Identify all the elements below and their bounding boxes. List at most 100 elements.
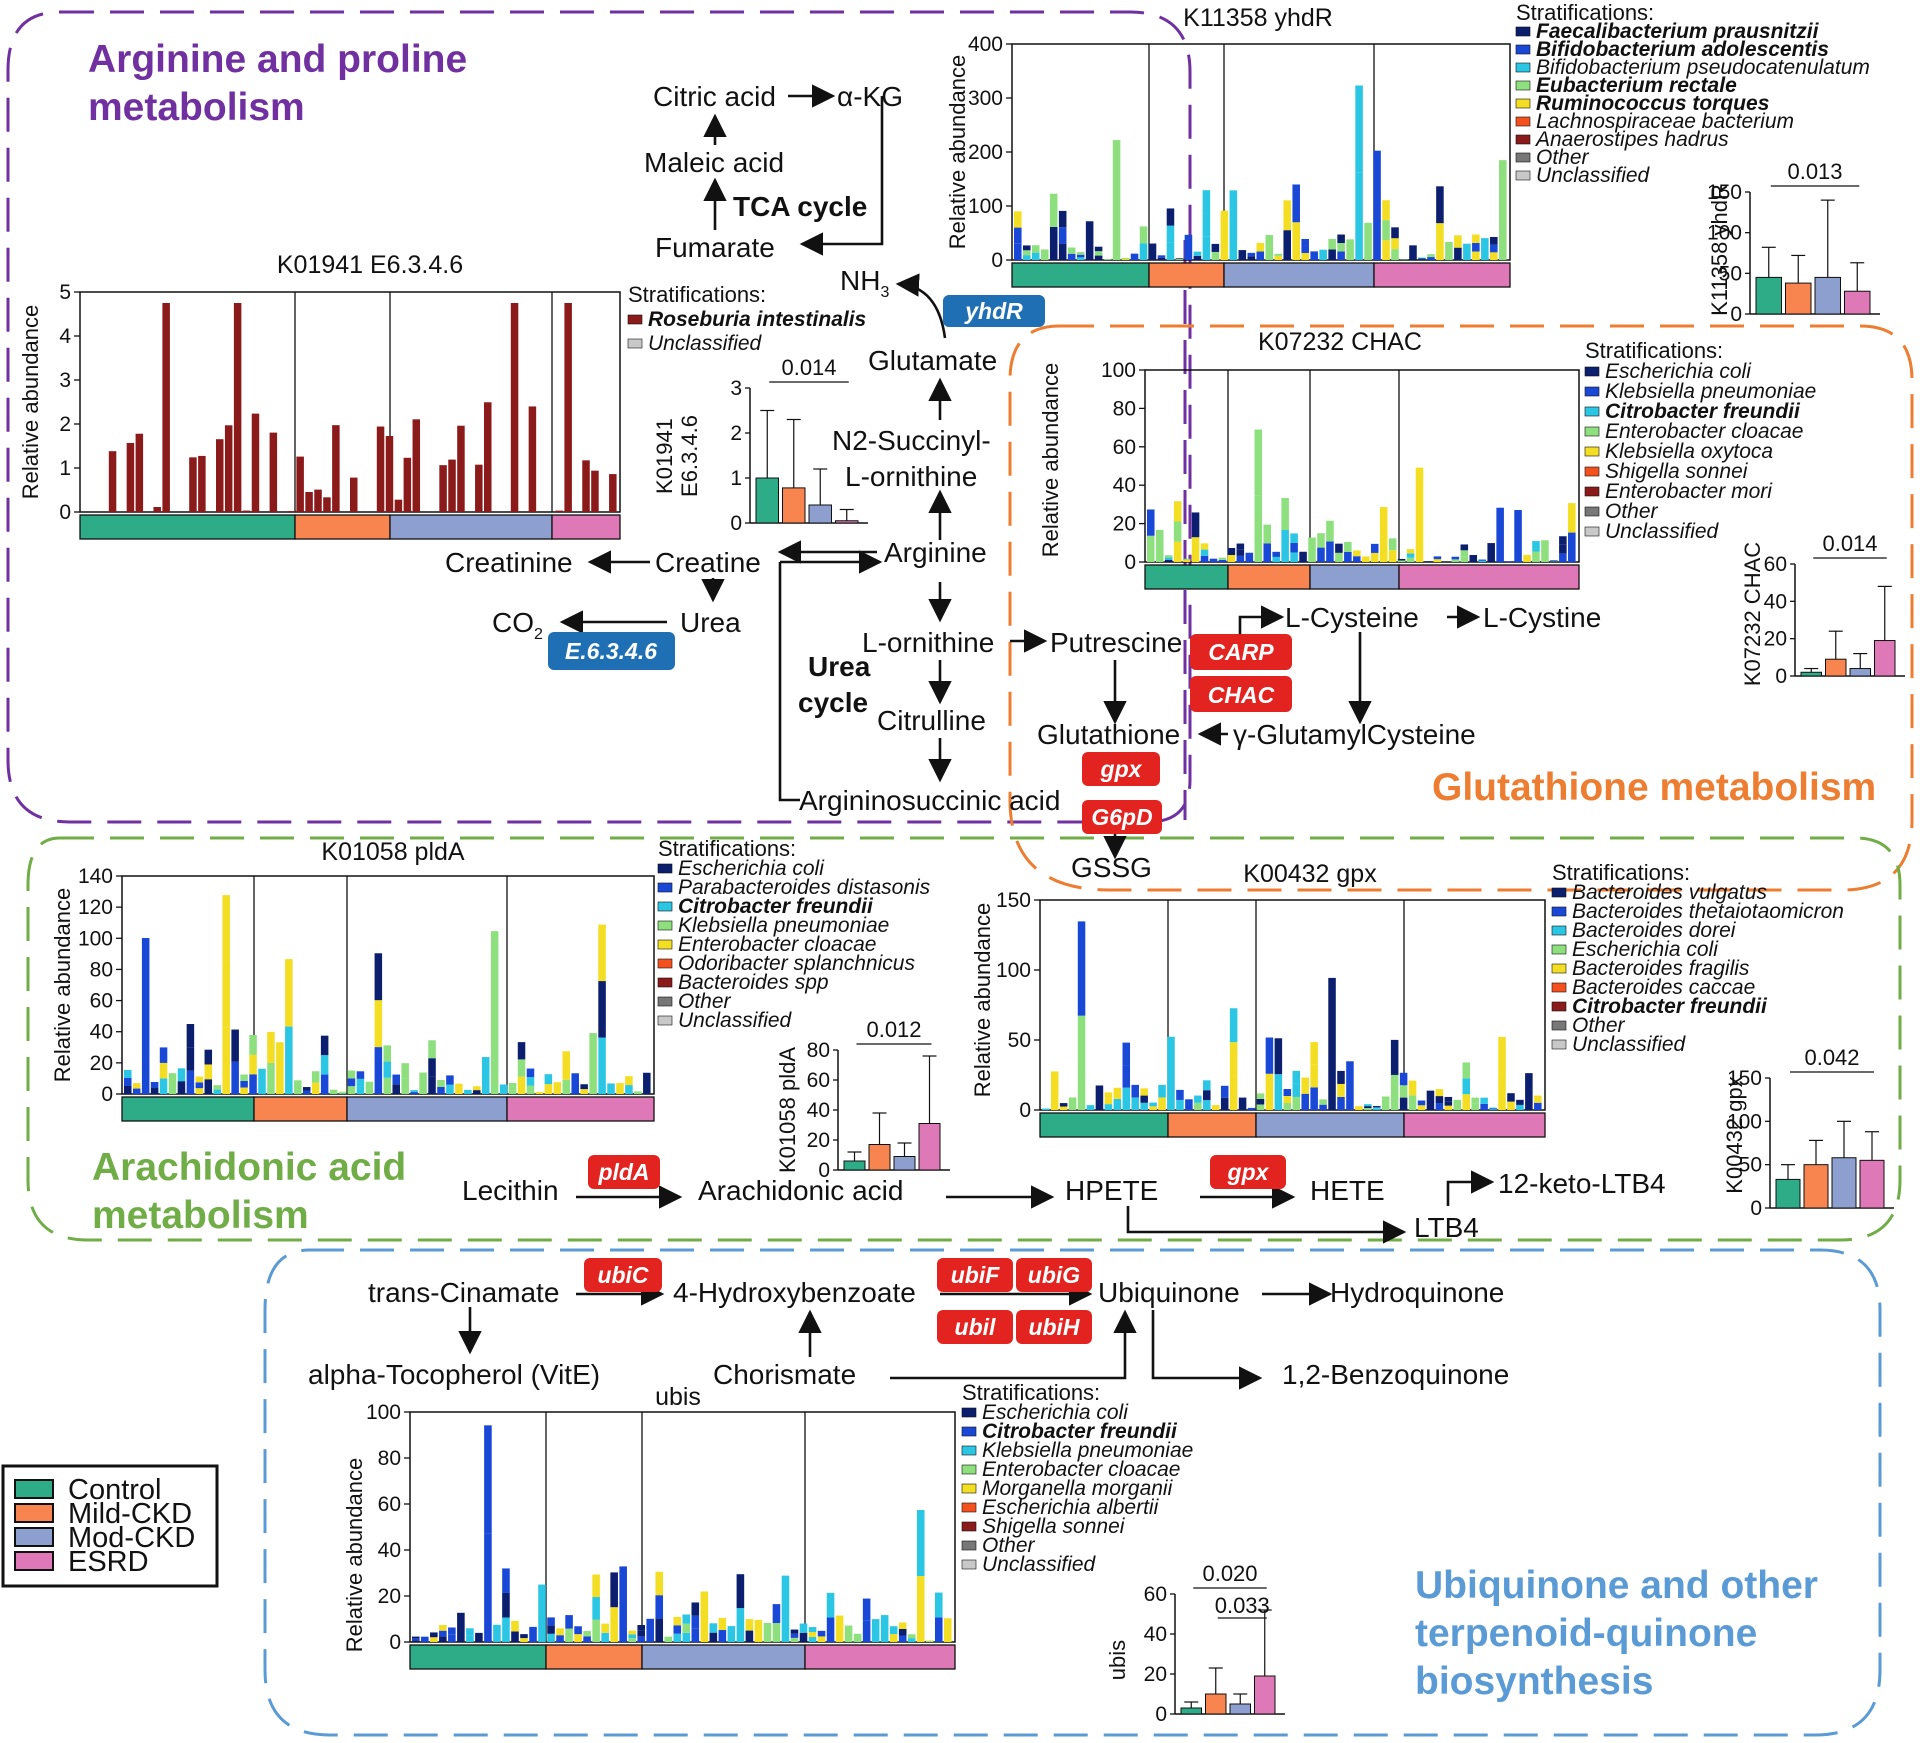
- sample-bar: [511, 1620, 519, 1632]
- metabolite-labels: Citric acid α-KG Maleic acid TCA cycle F…: [308, 81, 1666, 1390]
- sample-bar: [1236, 549, 1245, 556]
- sample-bar: [556, 1635, 564, 1642]
- pvalue-label: 0.014: [781, 355, 836, 380]
- legend-label-control: Control: [68, 1474, 162, 1506]
- legend-swatch-control: [14, 1479, 54, 1499]
- sample-bar: [1256, 1104, 1265, 1110]
- sample-bar: [1121, 258, 1130, 260]
- sample-bar: [691, 1628, 700, 1642]
- sample-bar: [437, 1079, 445, 1087]
- sample-bar: [216, 439, 224, 512]
- sample-bar: [412, 1640, 420, 1642]
- sample-bar: [1292, 1083, 1301, 1097]
- sample-bar: [1373, 1108, 1381, 1110]
- summary-y-label: K01058 pldA: [775, 1047, 800, 1173]
- sample-bar: [682, 1632, 691, 1642]
- group-strip-2: [389, 514, 553, 540]
- sample-bar: [448, 1634, 456, 1642]
- sample-bar: [610, 1607, 618, 1642]
- sample-bar: [1451, 559, 1460, 562]
- stacked-plot-frame: [1144, 369, 1580, 563]
- species-swatch: [1515, 62, 1531, 73]
- species-swatch: [1551, 963, 1567, 974]
- sample-bar: [1086, 1105, 1095, 1110]
- sample-bar: [124, 1085, 132, 1094]
- group-strip-3: [1373, 262, 1511, 288]
- sample-bar: [1481, 238, 1489, 260]
- sample-bar: [502, 1617, 510, 1642]
- sample-bar: [1337, 1083, 1345, 1097]
- summary-y-label-2: E6.3.4.6: [677, 415, 702, 497]
- sample-bar: [673, 1616, 682, 1626]
- summary-bar-3: [918, 1123, 941, 1171]
- sample-bar: [637, 1636, 645, 1642]
- sample-bar: [598, 924, 606, 982]
- svg-text:gpx: gpx: [1227, 1159, 1270, 1185]
- species-swatch: [1584, 446, 1600, 457]
- summary-bar-2: [1229, 1703, 1251, 1715]
- sample-bar: [1263, 524, 1271, 544]
- species-swatch: [961, 1407, 977, 1418]
- sample-bar: [1397, 560, 1406, 562]
- y-axis-label: Relative abundance: [970, 903, 995, 1097]
- sample-bar: [1418, 258, 1426, 260]
- species-label: Klebsiella oxytoca: [1605, 440, 1773, 463]
- sample-bar: [1370, 543, 1379, 553]
- sample-bar: [562, 1079, 571, 1094]
- sample-bar: [1390, 1074, 1399, 1110]
- sample-bar: [1247, 256, 1256, 260]
- sample-bar: [466, 1628, 474, 1636]
- sample-bar: [538, 1584, 546, 1642]
- sample-bar: [799, 1632, 808, 1642]
- sample-bar: [1406, 549, 1415, 554]
- sample-bar: [421, 1636, 429, 1642]
- sample-bar: [1460, 544, 1469, 551]
- sample-bar: [1176, 1089, 1184, 1100]
- sample-bar: [1158, 1097, 1166, 1110]
- sample-bar: [329, 1089, 338, 1094]
- sample-bar: [249, 1034, 257, 1055]
- sample-bar: [1337, 243, 1345, 252]
- sample-bar: [276, 1042, 284, 1094]
- sample-bar: [1489, 1109, 1497, 1110]
- sample-bar: [1229, 190, 1238, 260]
- sample-bar: [673, 1633, 682, 1642]
- group-strip-3: [551, 514, 621, 540]
- sample-bar: [338, 1091, 347, 1093]
- sample-bar: [898, 1635, 907, 1642]
- metabolite-hydroquinone: Hydroquinone: [1330, 1277, 1504, 1308]
- sample-bar: [907, 1638, 916, 1642]
- sample-bar: [159, 1062, 168, 1079]
- sample-bar: [520, 1638, 528, 1642]
- sample-bar: [817, 1630, 826, 1637]
- sample-bar: [844, 1625, 853, 1642]
- sample-bar: [555, 510, 563, 512]
- sample-bar: [1203, 1080, 1211, 1091]
- sample-bar: [1140, 1088, 1148, 1096]
- sample-bar: [1559, 553, 1567, 562]
- sample-bar: [619, 1566, 627, 1642]
- stacked-plot-frame: [409, 1411, 956, 1643]
- species-label: Escherichia coli: [1605, 360, 1752, 383]
- sample-bar: [526, 1085, 535, 1094]
- stratifications-heading: Stratifications:: [1585, 338, 1723, 363]
- sample-bar: [898, 1622, 907, 1629]
- summary-bar-3: [835, 520, 859, 524]
- sample-bar: [1472, 251, 1480, 260]
- sample-bar: [1200, 549, 1209, 556]
- sample-bar: [790, 1629, 799, 1634]
- sample-bar: [691, 1602, 700, 1616]
- sample-bar: [1193, 255, 1202, 260]
- sample-bar: [853, 1633, 862, 1642]
- sample-bar: [448, 459, 456, 512]
- sample-bar: [126, 442, 135, 512]
- sample-bar: [1353, 550, 1361, 557]
- sample-bar: [1290, 542, 1298, 553]
- group-strip-2: [641, 1644, 806, 1670]
- sample-bar: [1122, 1042, 1131, 1066]
- sample-bar: [598, 981, 606, 1038]
- summary-y-tick-label: 20: [1144, 1663, 1167, 1686]
- sample-bar: [1568, 503, 1576, 533]
- sample-bar: [1067, 247, 1076, 254]
- sample-bar: [592, 1619, 600, 1642]
